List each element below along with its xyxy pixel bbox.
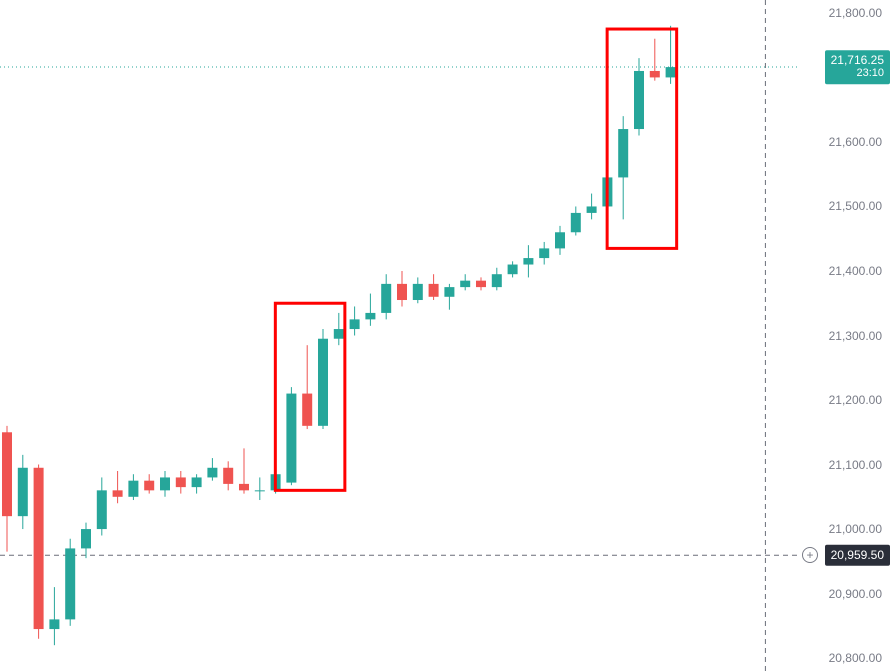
y-tick-label: 20,800.00 [810,651,890,665]
candle-body[interactable] [302,394,312,426]
candle-body[interactable] [365,313,375,319]
candle-body[interactable] [397,284,407,300]
candle-body[interactable] [207,468,217,478]
candlestick-chart[interactable]: 20,800.00 20,900.00 21,000.00 21,100.00 21,2… [0,0,890,671]
y-tick-label: 21,400.00 [810,264,890,278]
crosshair-price-badge: 20,959.50 [825,545,890,565]
candle-body[interactable] [634,71,644,129]
candle-body[interactable] [318,339,328,426]
candle-body[interactable] [350,319,360,329]
candle-body[interactable] [429,284,439,297]
candle-body[interactable] [286,394,296,483]
candle-body[interactable] [176,477,186,487]
add-alert-icon[interactable]: + [802,547,818,563]
candle-body[interactable] [2,432,12,516]
candle-body[interactable] [492,274,502,287]
candle-body[interactable] [34,468,44,629]
candle-body[interactable] [381,284,391,313]
plot-area[interactable] [0,0,800,671]
candle-body[interactable] [476,281,486,287]
y-tick-label: 21,800.00 [810,6,890,20]
candle-body[interactable] [508,265,518,275]
candle-body[interactable] [334,329,344,339]
candle-body[interactable] [444,287,454,297]
candle-body[interactable] [223,468,233,484]
candle-body[interactable] [587,206,597,212]
y-tick-label: 21,600.00 [810,135,890,149]
candle-body[interactable] [255,490,265,491]
candle-body[interactable] [555,232,565,248]
candle-body[interactable] [460,281,470,287]
current-price-value: 21,716.25 [831,53,884,67]
current-price-time: 23:10 [831,68,884,81]
candle-body[interactable] [160,477,170,490]
candle-body[interactable] [65,548,75,619]
candle-body[interactable] [523,258,533,264]
candle-body[interactable] [618,129,628,177]
y-tick-label: 20,900.00 [810,587,890,601]
candle-body[interactable] [49,619,59,629]
candle-body[interactable] [128,481,138,497]
candle-body[interactable] [81,529,91,548]
y-axis: 20,800.00 20,900.00 21,000.00 21,100.00 21,2… [800,0,890,671]
candle-body[interactable] [571,213,581,232]
candle-body[interactable] [18,468,28,516]
candle-body[interactable] [192,477,202,487]
y-tick-label: 21,300.00 [810,329,890,343]
y-tick-label: 21,200.00 [810,393,890,407]
current-price-badge: 21,716.2523:10 [825,50,890,84]
candle-body[interactable] [413,284,423,300]
y-tick-label: 21,500.00 [810,199,890,213]
candle-body[interactable] [97,490,107,529]
candle-body[interactable] [539,248,549,258]
candle-body[interactable] [113,490,123,496]
candle-body[interactable] [144,481,154,491]
y-tick-label: 21,100.00 [810,458,890,472]
candle-body[interactable] [239,484,249,490]
y-tick-label: 21,000.00 [810,522,890,536]
candle-body[interactable] [650,71,660,77]
highlight-box [607,29,677,248]
candle-body[interactable] [666,67,676,77]
